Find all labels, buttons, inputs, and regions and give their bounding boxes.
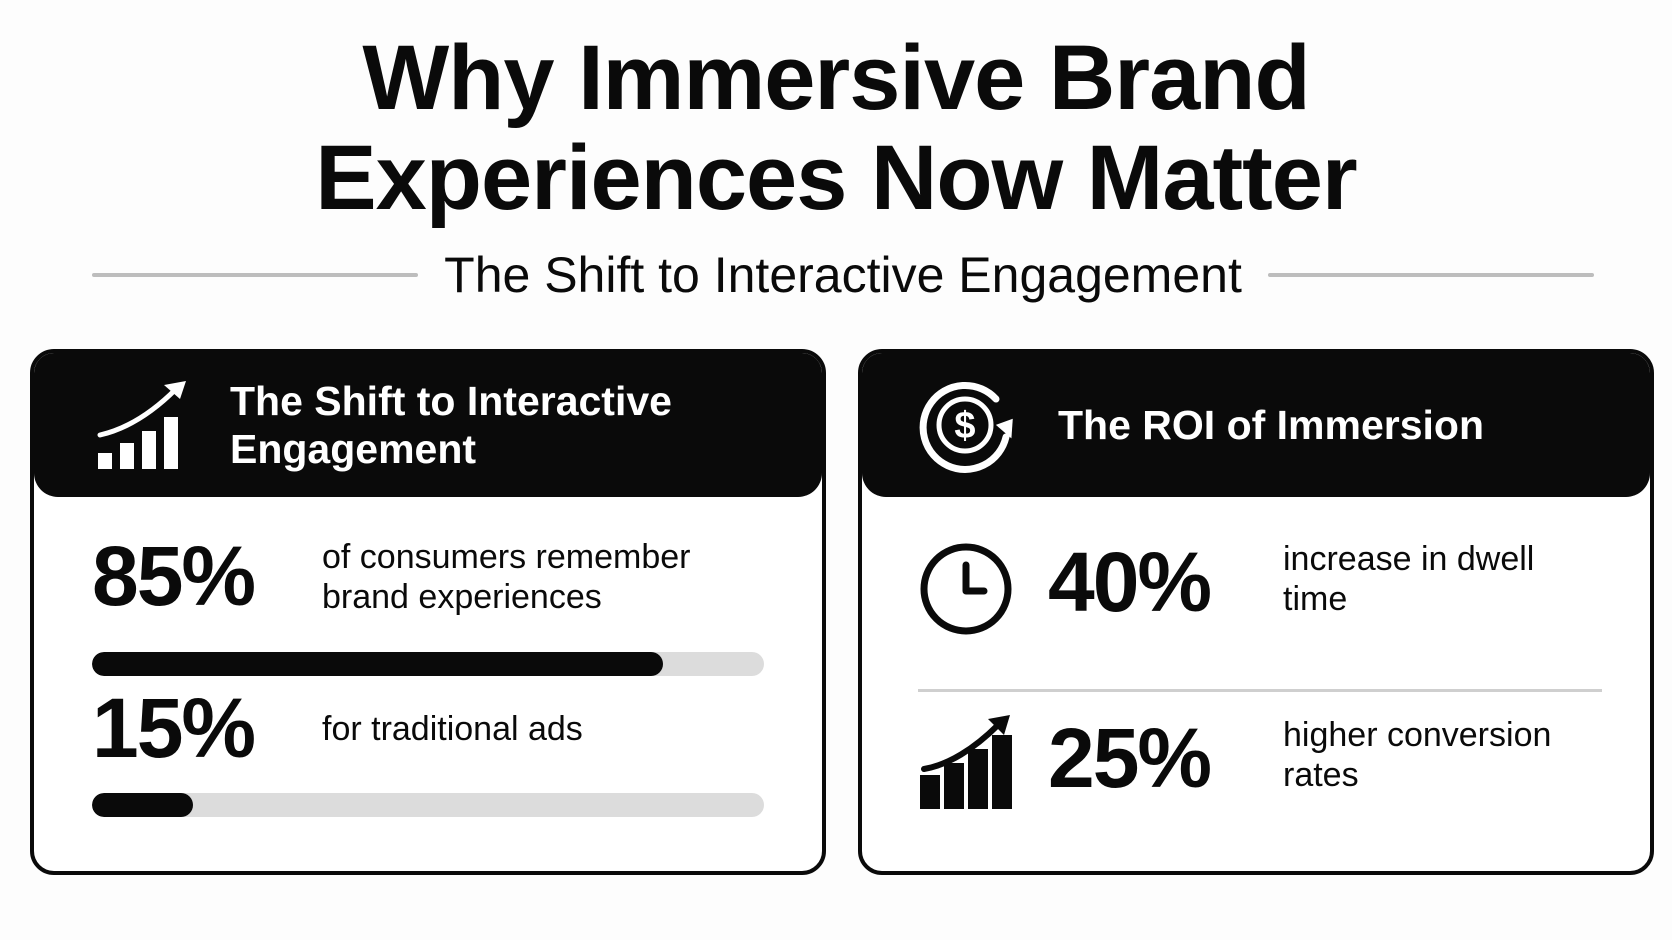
stat-description: for traditional ads — [322, 710, 583, 748]
dollar-cycle-icon: $ — [919, 382, 1013, 473]
stat-value: 25% — [1048, 711, 1212, 805]
shift-card-title: The Shift to Interactive Engagement — [230, 378, 672, 472]
stat-description: higher conversion rates — [1283, 716, 1552, 794]
clock-icon — [920, 543, 1012, 635]
stat-value: 15% — [92, 681, 256, 775]
page-subtitle: The Shift to Interactive Engagement — [444, 247, 1242, 303]
stat-description: increase in dwell time — [1283, 540, 1535, 618]
roi-card: $ The ROI of Immersion 40% increase in d… — [858, 349, 1654, 875]
stat-value: 40% — [1048, 535, 1212, 629]
subtitle-rule-right — [1267, 273, 1594, 277]
bar-chart-growth-icon — [920, 715, 1012, 809]
progress-fill — [92, 793, 193, 817]
title-line-1: Why Immersive Brand — [362, 27, 1310, 129]
title-line-2: Experiences Now Matter — [315, 127, 1357, 229]
progress-fill — [92, 652, 664, 676]
progress-bar-85 — [92, 652, 764, 676]
subtitle-row: The Shift to Interactive Engagement — [92, 240, 1594, 310]
shift-card-header: The Shift to Interactive Engagement — [34, 353, 822, 497]
svg-text:$: $ — [954, 405, 975, 447]
progress-bar-15 — [92, 793, 764, 817]
stat-description: of consumers remember brand experiences — [322, 538, 691, 616]
stat-40: 40% increase in dwell time — [918, 519, 1602, 649]
stat-value: 85% — [92, 529, 256, 623]
subtitle-rule-left — [92, 273, 419, 277]
roi-card-header: $ The ROI of Immersion — [862, 353, 1650, 497]
stat-divider — [918, 689, 1602, 692]
bar-chart-trend-up-icon — [97, 381, 186, 469]
stat-25: 25% higher conversion rates — [918, 705, 1602, 835]
roi-card-title: The ROI of Immersion — [1058, 402, 1484, 448]
page-title: Why Immersive Brand Experiences Now Matt… — [0, 28, 1672, 228]
shift-card: The Shift to Interactive Engagement 85% … — [30, 349, 826, 875]
